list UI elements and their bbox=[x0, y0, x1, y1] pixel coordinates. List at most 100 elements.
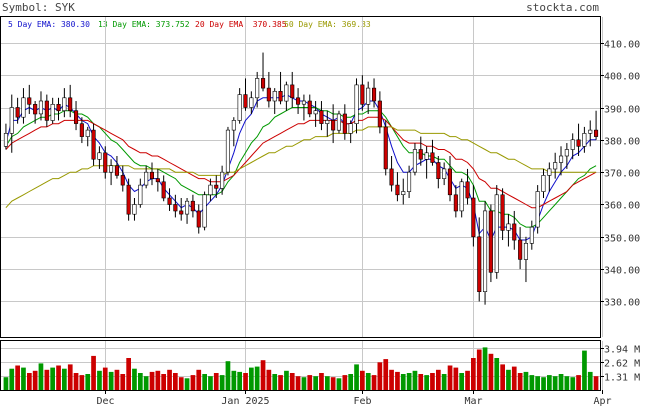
volume-bar bbox=[459, 373, 464, 390]
volume-bar bbox=[593, 376, 599, 390]
candle-down bbox=[436, 162, 441, 180]
volume-bar bbox=[155, 370, 161, 390]
candle-down bbox=[278, 91, 283, 102]
candle-up bbox=[138, 184, 143, 205]
volume-bar bbox=[149, 371, 155, 390]
volume-bar bbox=[511, 366, 517, 390]
candle-up bbox=[570, 139, 575, 150]
volume-axis: 1.31 M 2.62 M 3.94 M bbox=[600, 345, 640, 384]
volume-bar bbox=[453, 367, 459, 390]
candles bbox=[3, 52, 599, 305]
volume-bar bbox=[342, 375, 348, 390]
price-tick-label: 390.00 bbox=[604, 105, 640, 116]
volume-bar bbox=[278, 375, 283, 390]
volume-bar bbox=[541, 377, 546, 390]
volume-bar bbox=[430, 373, 435, 390]
candle-up bbox=[132, 204, 137, 215]
price-tick-label: 370.00 bbox=[604, 169, 640, 180]
candle-up bbox=[535, 191, 540, 228]
volume-bar bbox=[97, 370, 102, 390]
candle-down bbox=[488, 210, 493, 273]
candle-down bbox=[74, 110, 79, 124]
candle-down bbox=[243, 94, 248, 108]
candle-down bbox=[512, 223, 517, 241]
candle-down bbox=[471, 197, 476, 238]
volume-bar bbox=[424, 375, 429, 390]
volume-bar bbox=[260, 360, 266, 390]
candle-down bbox=[465, 181, 470, 199]
candle-down bbox=[161, 181, 166, 199]
candle-up bbox=[582, 133, 587, 147]
time-tick-label: Jan 2025 bbox=[221, 396, 269, 406]
price-axis: 330.00 340.00 350.00 360.00 370.00 380.00 390.… bbox=[600, 40, 640, 309]
volume-bar bbox=[120, 374, 126, 390]
volume-bars bbox=[3, 347, 599, 390]
volume-bar bbox=[488, 353, 494, 390]
candle-down bbox=[518, 239, 523, 260]
volume-bar bbox=[348, 374, 353, 390]
volume-bar bbox=[552, 376, 558, 390]
time-tick-label: Apr bbox=[593, 396, 611, 406]
volume-bar bbox=[476, 349, 482, 390]
candle-up bbox=[225, 129, 230, 173]
candle-up bbox=[144, 171, 149, 186]
volume-bar bbox=[547, 375, 552, 390]
volume-bar bbox=[213, 373, 219, 390]
volume-bar bbox=[517, 373, 523, 390]
candle-up bbox=[588, 129, 593, 134]
candle-down bbox=[173, 204, 178, 212]
volume-bar bbox=[500, 364, 505, 390]
time-tick-label: Feb bbox=[353, 396, 371, 406]
volume-bar bbox=[529, 375, 535, 390]
volume-bar bbox=[243, 373, 248, 390]
volume-bar bbox=[44, 369, 50, 390]
volume-bar bbox=[219, 375, 225, 390]
candle-up bbox=[336, 113, 342, 131]
candle-up bbox=[459, 181, 464, 212]
volume-bar bbox=[418, 374, 424, 390]
candle-up bbox=[284, 84, 289, 102]
volume-bar bbox=[313, 376, 318, 390]
candle-down bbox=[576, 139, 581, 147]
volume-bar bbox=[582, 350, 587, 390]
time-tick-label: Mar bbox=[464, 396, 482, 406]
volume-bar bbox=[558, 374, 564, 390]
candle-up bbox=[494, 194, 499, 273]
volume-bar bbox=[400, 374, 406, 390]
volume-bar bbox=[249, 367, 254, 390]
candle-up bbox=[3, 133, 8, 147]
candle-down bbox=[91, 129, 96, 160]
candle-down bbox=[447, 168, 453, 196]
candle-down bbox=[167, 197, 172, 205]
candle-up bbox=[325, 120, 330, 124]
volume-bar bbox=[465, 370, 470, 390]
volume-bar bbox=[325, 376, 330, 390]
volume-bar bbox=[237, 371, 242, 390]
candle-up bbox=[523, 243, 529, 260]
candle-up bbox=[97, 152, 102, 160]
symbol-label: Symbol: SYK bbox=[2, 1, 75, 14]
volume-bar bbox=[91, 355, 96, 390]
candle-up bbox=[50, 104, 55, 121]
volume-bar bbox=[231, 370, 237, 390]
volume-bar bbox=[336, 378, 342, 390]
price-tick-label: 380.00 bbox=[604, 137, 640, 148]
price-tick-label: 410.00 bbox=[604, 40, 640, 51]
candle-down bbox=[56, 104, 61, 112]
candle-down bbox=[319, 110, 324, 124]
candle-up bbox=[442, 168, 447, 179]
candle-down bbox=[33, 104, 38, 115]
candle-up bbox=[185, 200, 190, 215]
candle-down bbox=[149, 171, 154, 179]
volume-bar bbox=[102, 367, 108, 390]
price-tick-label: 330.00 bbox=[604, 298, 640, 309]
candle-up bbox=[541, 175, 546, 192]
candle-down bbox=[377, 100, 382, 128]
volume-bar bbox=[3, 377, 9, 390]
volume-bar bbox=[132, 368, 137, 390]
volume-bar bbox=[471, 358, 476, 390]
volume-bar bbox=[190, 375, 196, 390]
candle-down bbox=[266, 87, 271, 102]
volume-bar bbox=[15, 365, 20, 390]
candle-up bbox=[564, 149, 569, 157]
